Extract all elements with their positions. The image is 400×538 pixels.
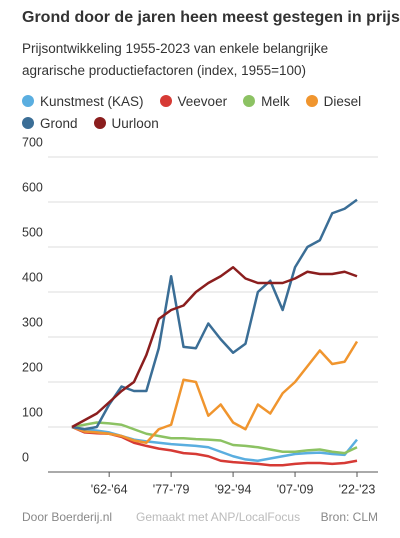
legend-item: Uurloon xyxy=(93,112,159,134)
series-line xyxy=(71,421,358,455)
legend-swatch xyxy=(305,95,318,107)
y-tick-label: 0 xyxy=(22,450,29,464)
legend-swatch xyxy=(22,95,34,107)
legend-label: Diesel xyxy=(323,93,362,109)
legend-item: Melk xyxy=(243,90,290,112)
y-tick-label: 100 xyxy=(22,405,43,419)
y-tick-label: 200 xyxy=(22,360,43,374)
x-tick-label: '22-'23 xyxy=(339,482,376,496)
series-line xyxy=(71,340,359,444)
y-tick-label: 300 xyxy=(22,315,43,329)
y-tick-label: 600 xyxy=(22,180,43,194)
y-tick-label: 700 xyxy=(22,135,43,149)
made-with: Gemaakt met ANP/LocalFocus xyxy=(136,510,300,524)
y-tick-label: 400 xyxy=(22,270,43,284)
series-line xyxy=(71,425,358,462)
series-line xyxy=(71,266,358,429)
legend-label: Veevoer xyxy=(177,93,228,109)
legend-swatch xyxy=(22,117,34,129)
legend-label: Uurloon xyxy=(111,115,159,131)
x-tick-label: '07-'09 xyxy=(277,482,314,496)
legend-label: Kunstmest (KAS) xyxy=(40,93,144,109)
legend-item: Kunstmest (KAS) xyxy=(22,90,144,112)
legend-swatch xyxy=(243,95,256,107)
x-tick-label: '62-'64 xyxy=(91,482,128,496)
x-tick-label: '77-'79 xyxy=(153,482,190,496)
source: Door Boerderij.nl xyxy=(22,510,112,524)
legend: Kunstmest (KAS) Veevoer Melk Diesel Grond Uur… xyxy=(22,90,392,134)
legend-item: Veevoer xyxy=(159,90,228,112)
legend-swatch xyxy=(93,117,106,129)
series-line xyxy=(71,198,358,431)
legend-item: Grond xyxy=(22,112,78,134)
legend-swatch xyxy=(159,95,172,107)
legend-label: Melk xyxy=(261,93,290,109)
y-tick-label: 500 xyxy=(22,225,43,239)
x-tick-label: '92-'94 xyxy=(215,482,252,496)
chart-title: Grond door de jaren heen meest gestegen … xyxy=(22,9,400,26)
legend-item: Diesel xyxy=(305,90,362,112)
chart-subtitle: Prijsontwikkeling 1955-2023 van enkele b… xyxy=(22,41,329,78)
legend-label: Grond xyxy=(40,115,78,131)
bron: Bron: CLM xyxy=(321,510,378,524)
